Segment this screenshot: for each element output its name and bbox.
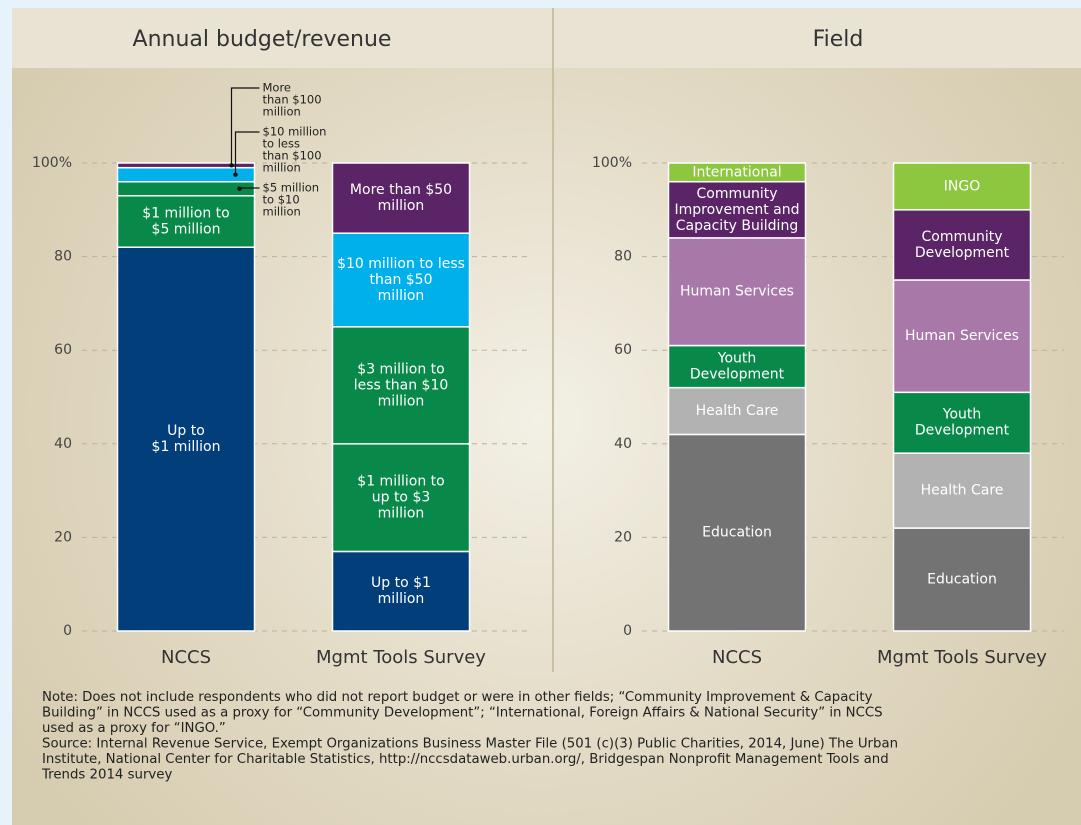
source-line: Institute, National Center for Charitabl… [42, 752, 889, 767]
segment-label: up to $3 [372, 490, 431, 506]
segment-label: million [378, 506, 425, 522]
segment-label: Development [690, 367, 785, 383]
callout-label: $10 million [263, 125, 327, 139]
segment-label: less than $10 [354, 377, 449, 393]
segment-label: million [378, 288, 425, 304]
bar-segment [892, 279, 1032, 394]
bar-segment [892, 209, 1032, 281]
segment-label: $1 million to [142, 206, 229, 222]
segment-label: $1 million [152, 439, 221, 455]
y-tick-label: 20 [54, 529, 72, 545]
segment-label: million [378, 591, 425, 607]
segment-label: Up to $1 [371, 575, 431, 591]
bar-segment [116, 180, 256, 197]
segment-label: Education [927, 572, 997, 588]
note-line: Building” in NCCS used as a proxy for “C… [42, 706, 883, 721]
callout-label: More [263, 81, 292, 95]
segment-label: $10 million to less [337, 256, 465, 272]
x-tick-label: Mgmt Tools Survey [316, 647, 486, 668]
segment-label: Up to [167, 423, 205, 439]
x-tick-label: NCCS [161, 647, 211, 668]
segment-label: Human Services [905, 328, 1019, 344]
segment-label: Health Care [921, 483, 1004, 499]
callout-label: million [263, 205, 301, 219]
segment-label: million [378, 393, 425, 409]
segment-label: $1 million to [357, 474, 444, 490]
x-tick-label: Mgmt Tools Survey [877, 647, 1047, 668]
callout-line [238, 187, 260, 189]
segment-label: Development [915, 245, 1010, 261]
segment-label: INGO [944, 178, 980, 194]
callout-label: $5 million [263, 181, 320, 195]
y-tick-label: 40 [614, 436, 632, 452]
y-tick-label: 100% [592, 155, 632, 171]
bar-segment [116, 246, 256, 632]
chart-title: Annual budget/revenue [133, 27, 392, 52]
bar-segment [331, 550, 471, 632]
y-tick-label: 40 [54, 436, 72, 452]
segment-label: International [692, 164, 781, 180]
segment-label: More than $50 [350, 182, 452, 198]
y-tick-label: 60 [54, 342, 72, 358]
y-tick-label: 80 [614, 249, 632, 265]
y-tick-label: 80 [54, 249, 72, 265]
source-line: Source: Internal Revenue Service, Exempt… [42, 737, 898, 752]
segment-label: Youth [942, 407, 982, 423]
bar-segment [116, 162, 256, 169]
segment-label: $5 million [152, 222, 221, 238]
bar-segment [331, 162, 471, 234]
note-line: used as a proxy for “INGO.” [42, 721, 226, 736]
bar-segment [667, 433, 807, 632]
segment-label: Community [696, 186, 777, 202]
bar-segment [667, 237, 807, 347]
segment-label: Capacity Building [676, 218, 798, 234]
chart-title: Field [813, 27, 864, 52]
x-tick-label: NCCS [712, 647, 762, 668]
callout-line [234, 131, 260, 175]
callout-label: million [263, 105, 301, 119]
charts: Annual budget/revenue 0 20 40 60 80 100% NCCS Up… [32, 27, 1064, 783]
note-line: Note: Does not include respondents who d… [42, 690, 873, 705]
bar-segment [892, 452, 1032, 529]
segment-label: Improvement and [675, 202, 800, 218]
segment-label: Youth [717, 351, 757, 367]
segment-label: Development [915, 423, 1010, 439]
callout-label: million [263, 161, 301, 175]
callout-label: to $10 [263, 193, 300, 207]
callout-line [230, 87, 260, 166]
y-tick-label: 0 [623, 623, 632, 639]
bar-segment [892, 391, 1032, 454]
bar-segment [892, 162, 1032, 211]
source-line: Trends 2014 survey [41, 768, 172, 783]
bar-segment [667, 386, 807, 436]
bar-segment [331, 443, 471, 553]
segment-label: million [378, 198, 425, 214]
bar-segment [667, 344, 807, 389]
segment-label: Community [921, 229, 1002, 245]
callout-label: than $100 [263, 149, 322, 163]
callout-label: to less [263, 137, 300, 151]
y-tick-label: 100% [32, 155, 72, 171]
segment-label: than $50 [370, 272, 433, 288]
callout-label: than $100 [263, 93, 322, 107]
y-tick-label: 60 [614, 342, 632, 358]
segment-label: Human Services [680, 284, 794, 300]
segment-label: $3 million to [357, 361, 444, 377]
header-band [12, 8, 1081, 68]
y-tick-label: 0 [63, 623, 72, 639]
segment-label: Education [702, 525, 772, 541]
bar-segment [667, 162, 807, 183]
segment-label: Health Care [696, 403, 779, 419]
y-tick-label: 20 [614, 529, 632, 545]
bar-segment [331, 326, 471, 445]
